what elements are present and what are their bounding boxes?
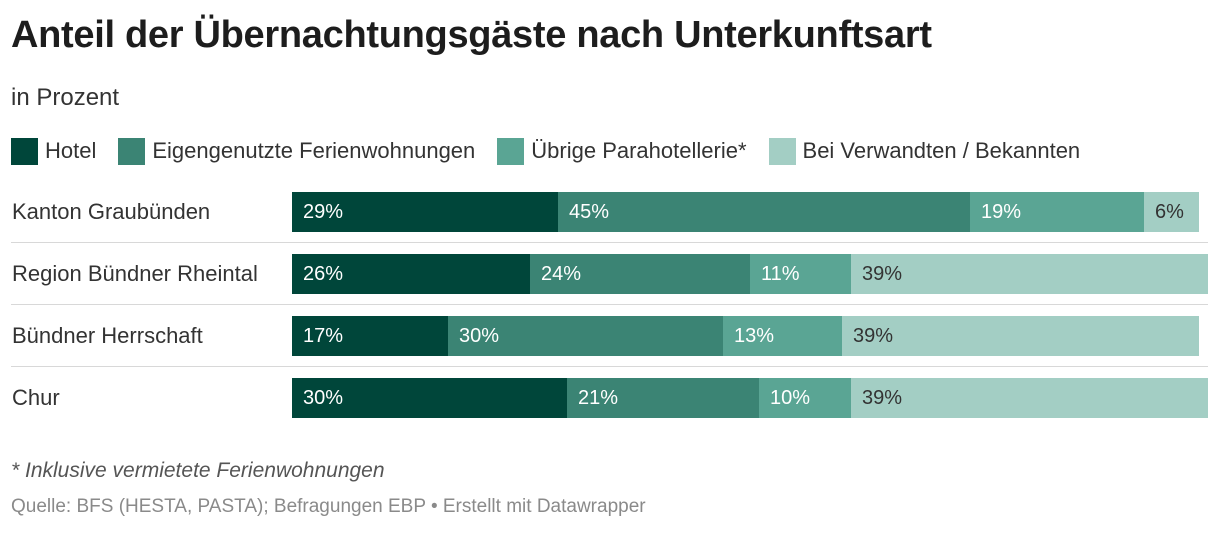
bar-segment-kanton-graubuenden-bei-verwandten-bekannten: 6% (1144, 192, 1199, 232)
chart-title: Anteil der Übernachtungsgäste nach Unter… (11, 14, 932, 56)
row-label-region-buendner-rheintal: Region Bündner Rheintal (12, 261, 258, 286)
bar-segment-region-buendner-rheintal-hotel: 26% (292, 254, 530, 294)
legend-swatch-hotel (11, 137, 38, 165)
bar-kanton-graubuenden: 29% 45% 19% 6% (292, 192, 1208, 232)
bar-segment-chur-eigengenutzte-ferienwohnungen: 21% (567, 378, 759, 418)
bar-segment-region-buendner-rheintal-bei-verwandten-bekannten: 39% (851, 254, 1208, 294)
data-label: 30% (303, 387, 344, 409)
footnote: * Inklusive vermietete Ferienwohnungen (11, 459, 385, 482)
row-divider (11, 304, 1208, 305)
chart-subtitle: in Prozent (11, 84, 120, 111)
legend-item-eigengenutzte-ferienwohnungen: Eigengenutzte Ferienwohnungen (118, 137, 476, 165)
source-credit: Quelle: BFS (HESTA, PASTA); Befragungen … (11, 496, 646, 517)
bar-segment-buendner-herrschaft-hotel: 17% (292, 316, 448, 356)
row-divider (11, 366, 1208, 367)
data-label: 39% (862, 387, 903, 409)
bar-segment-kanton-graubuenden-eigengenutzte-ferienwohnungen: 45% (558, 192, 970, 232)
bar-region-buendner-rheintal: 26% 24% 11% 39% (292, 254, 1208, 294)
data-label: 6% (1155, 201, 1184, 223)
data-label: 39% (853, 325, 894, 347)
legend-label-hotel: Hotel (45, 138, 97, 163)
bar-segment-buendner-herrschaft-eigengenutzte-ferienwohnungen: 30% (448, 316, 723, 356)
legend-item-hotel: Hotel (11, 137, 97, 165)
row-label-kanton-graubuenden: Kanton Graubünden (12, 199, 211, 224)
legend-label-eigengenutzte-ferienwohnungen: Eigengenutzte Ferienwohnungen (152, 138, 476, 163)
bar-segment-buendner-herrschaft-bei-verwandten-bekannten: 39% (842, 316, 1199, 356)
bar-segment-chur-uebrige-parahotellerie: 10% (759, 378, 851, 418)
data-label: 29% (303, 201, 344, 223)
data-label: 26% (303, 263, 344, 285)
data-label: 30% (459, 325, 500, 347)
data-label: 10% (770, 387, 811, 409)
bar-chur: 30% 21% 10% 39% (292, 378, 1208, 418)
legend-swatch-uebrige-parahotellerie (497, 137, 525, 165)
bar-buendner-herrschaft: 17% 30% 13% 39% (292, 316, 1208, 356)
data-label: 24% (541, 263, 582, 285)
bar-segment-kanton-graubuenden-uebrige-parahotellerie: 19% (970, 192, 1144, 232)
data-label: 17% (303, 325, 344, 347)
row-divider (11, 242, 1208, 243)
legend-item-bei-verwandten-bekannten: Bei Verwandten / Bekannten (768, 137, 1081, 165)
bar-segment-region-buendner-rheintal-eigengenutzte-ferienwohnungen: 24% (530, 254, 750, 294)
row-label-buendner-herrschaft: Bündner Herrschaft (12, 323, 203, 348)
legend: Hotel Eigengenutzte Ferienwohnungen Übri… (11, 136, 1102, 166)
data-label: 19% (981, 201, 1022, 223)
legend-label-uebrige-parahotellerie: Übrige Parahotellerie* (531, 138, 747, 163)
legend-swatch-eigengenutzte-ferienwohnungen (118, 137, 146, 165)
legend-swatch-bei-verwandten-bekannten (768, 137, 796, 165)
data-label: 21% (578, 387, 619, 409)
data-label: 45% (569, 201, 610, 223)
bar-segment-buendner-herrschaft-uebrige-parahotellerie: 13% (723, 316, 842, 356)
bar-segment-kanton-graubuenden-hotel: 29% (292, 192, 558, 232)
bar-segment-region-buendner-rheintal-uebrige-parahotellerie: 11% (750, 254, 851, 294)
row-label-chur: Chur (12, 385, 60, 410)
legend-label-bei-verwandten-bekannten: Bei Verwandten / Bekannten (802, 138, 1081, 163)
bar-segment-chur-bei-verwandten-bekannten: 39% (851, 378, 1208, 418)
data-label: 13% (734, 325, 775, 347)
legend-item-uebrige-parahotellerie: Übrige Parahotellerie* (497, 137, 747, 165)
bar-segment-chur-hotel: 30% (292, 378, 567, 418)
data-label: 11% (761, 263, 800, 285)
data-label: 39% (862, 263, 903, 285)
